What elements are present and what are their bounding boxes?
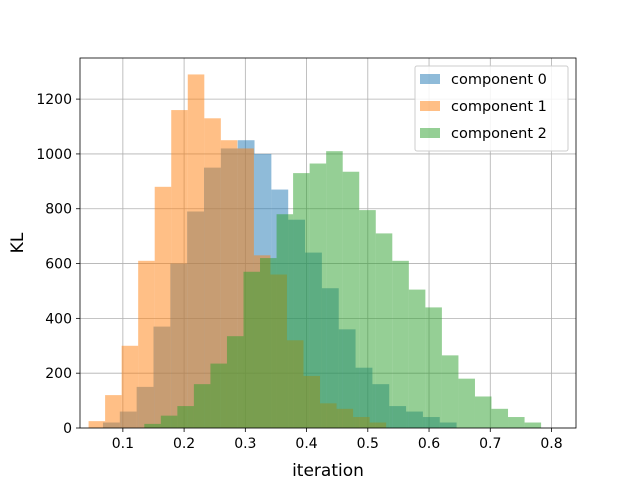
bar-component-1-bin-1: [105, 395, 122, 428]
y-tick-label-5: 1000: [36, 147, 72, 163]
bar-component-1-bin-5: [171, 110, 188, 429]
x-axis-label: iteration: [292, 461, 364, 480]
x-tick-label-4: 0.5: [357, 436, 379, 452]
bar-component-2-bin-17: [425, 307, 442, 428]
x-tick-label-1: 0.2: [173, 436, 195, 452]
x-tick-label-3: 0.4: [295, 436, 317, 452]
legend-label-component-0: component 0: [451, 72, 547, 88]
bar-component-2-bin-4: [210, 363, 227, 428]
bar-component-1-bin-7: [204, 118, 221, 428]
x-axis-ticks: 0.1 0.2 0.3 0.4 0.5 0.6 0.7 0.8: [112, 428, 563, 452]
bar-component-2-bin-11: [326, 151, 343, 428]
bar-component-2-bin-5: [226, 336, 244, 428]
bar-component-2-bin-2: [177, 406, 194, 428]
legend-swatch-component-2: [420, 128, 440, 138]
bar-component-2-bin-22: [508, 417, 525, 428]
y-tick-label-0: 0: [63, 421, 72, 437]
legend-swatch-component-1: [420, 101, 440, 111]
x-tick-label-0: 0.1: [112, 436, 134, 452]
y-tick-label-4: 800: [45, 202, 72, 218]
x-tick-label-2: 0.3: [234, 436, 256, 452]
plot-frame: [79, 57, 577, 429]
y-tick-label-6: 1200: [36, 92, 72, 108]
bar-component-2-bin-16: [408, 289, 426, 428]
legend-box: [414, 65, 569, 152]
bar-component-2-bin-7: [260, 258, 277, 428]
bar-component-2-bin-6: [243, 271, 261, 428]
y-tick-label-3: 600: [45, 257, 72, 273]
bar-component-2-bin-10: [309, 163, 327, 428]
bar-component-1-bin-6: [187, 74, 205, 428]
bar-component-2-bin-9: [293, 173, 310, 428]
legend-swatch-component-0: [420, 74, 440, 84]
y-tick-label-2: 400: [45, 311, 72, 327]
bar-component-2-bin-13: [359, 210, 376, 428]
bar-component-2-bin-0: [144, 423, 161, 428]
bar-component-1-bin-3: [138, 260, 155, 428]
bar-component-2-bin-8: [276, 214, 294, 428]
bar-component-1-bin-4: [154, 186, 172, 428]
bar-component-2-bin-15: [392, 260, 409, 428]
bar-component-1-bin-0: [88, 421, 106, 428]
bar-component-2-bin-12: [342, 171, 360, 429]
y-axis-label: KL: [8, 232, 28, 253]
legend: component 0 component 1 component 2: [414, 65, 569, 152]
bar-component-2-bin-23: [524, 422, 542, 428]
bar-component-2-bin-14: [375, 233, 393, 428]
bar-component-2-bin-21: [491, 408, 509, 428]
legend-label-component-1: component 1: [451, 99, 547, 115]
bar-component-2-bin-1: [160, 415, 178, 428]
bar-component-2-bin-3: [193, 384, 211, 428]
histogram-bars: [88, 74, 542, 429]
x-tick-label-7: 0.8: [540, 436, 562, 452]
x-tick-label-5: 0.6: [418, 436, 440, 452]
bar-component-1-bin-2: [121, 345, 139, 428]
x-tick-label-6: 0.7: [479, 436, 501, 452]
legend-label-component-2: component 2: [451, 126, 547, 142]
bar-component-2-bin-20: [474, 396, 492, 428]
bar-component-2-bin-18: [441, 355, 459, 428]
y-tick-label-1: 200: [45, 366, 72, 382]
y-axis-ticks: 0 200 400 600 800 1000 1200: [36, 92, 80, 437]
bar-component-2-bin-19: [458, 378, 475, 428]
